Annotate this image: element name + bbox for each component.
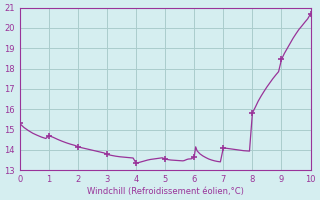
X-axis label: Windchill (Refroidissement éolien,°C): Windchill (Refroidissement éolien,°C) bbox=[87, 187, 244, 196]
